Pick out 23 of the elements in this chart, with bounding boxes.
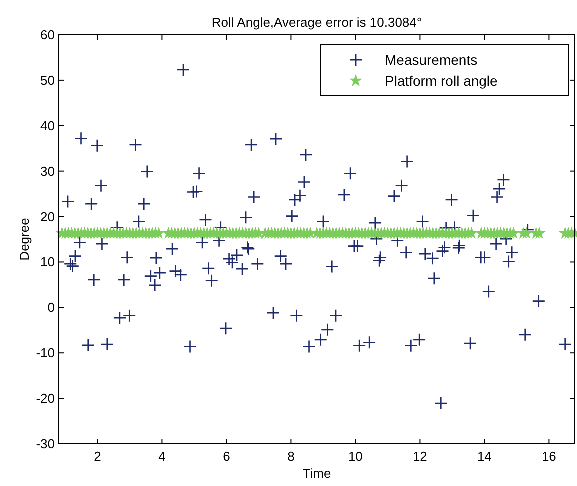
- y-tick-label: -30: [36, 436, 55, 452]
- y-axis-title: Degree: [17, 218, 32, 261]
- x-tick-label: 6: [223, 449, 230, 464]
- y-tick-label: -20: [36, 391, 55, 406]
- legend-label: Platform roll angle: [385, 73, 498, 89]
- y-tick-label: 60: [40, 28, 55, 42]
- y-tick-label: 10: [40, 254, 55, 270]
- x-tick-label: 14: [477, 449, 492, 464]
- y-tick-label: 0: [48, 300, 55, 316]
- x-tick-label: 16: [542, 449, 556, 464]
- y-tick-label: 30: [40, 164, 55, 179]
- x-tick-label: 12: [412, 449, 428, 464]
- x-tick-label: 4: [158, 449, 166, 464]
- chart-title: Roll Angle,Average error is 10.3084°: [212, 15, 422, 30]
- legend-label: Measurements: [385, 52, 478, 68]
- y-tick-label: 20: [40, 209, 55, 224]
- x-axis-title: Time: [302, 466, 332, 481]
- x-tick-label: 10: [348, 449, 363, 464]
- x-tick-label: 2: [94, 449, 102, 464]
- y-tick-label: 50: [40, 72, 55, 88]
- y-tick-label: -10: [36, 346, 55, 361]
- y-tick-label: 40: [40, 118, 55, 134]
- x-tick-label: 8: [288, 449, 295, 464]
